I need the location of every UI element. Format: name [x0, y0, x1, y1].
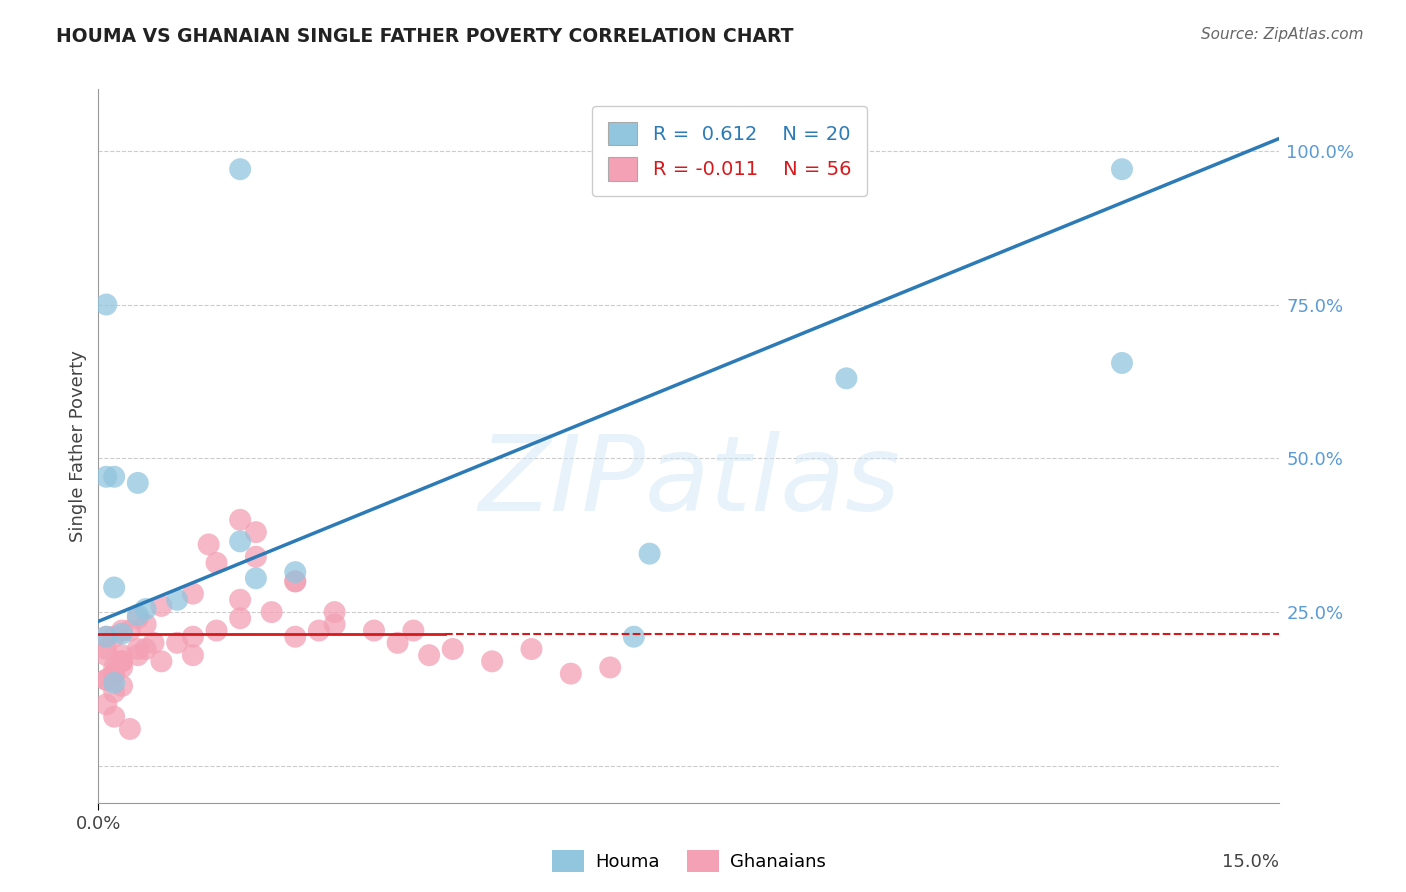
Point	[520, 642, 543, 657]
Point	[96, 673, 118, 687]
Point	[150, 599, 173, 613]
Point	[229, 534, 252, 549]
Point	[111, 679, 134, 693]
Point	[118, 722, 141, 736]
Point	[96, 630, 118, 644]
Point	[111, 660, 134, 674]
Point	[118, 624, 141, 638]
Point	[260, 605, 283, 619]
Point	[402, 624, 425, 638]
Point	[103, 685, 125, 699]
Point	[245, 571, 267, 585]
Point	[560, 666, 582, 681]
Point	[481, 654, 503, 668]
Point	[103, 666, 125, 681]
Point	[103, 676, 125, 690]
Point	[418, 648, 440, 662]
Point	[205, 624, 228, 638]
Point	[127, 611, 149, 625]
Point	[835, 371, 858, 385]
Point	[623, 630, 645, 644]
Point	[127, 608, 149, 623]
Point	[205, 556, 228, 570]
Y-axis label: Single Father Poverty: Single Father Poverty	[69, 350, 87, 542]
Point	[229, 162, 252, 177]
Point	[284, 574, 307, 589]
Legend: Houma, Ghanaians: Houma, Ghanaians	[544, 843, 834, 880]
Point	[181, 648, 204, 662]
Point	[127, 475, 149, 490]
Point	[284, 574, 307, 589]
Point	[103, 581, 125, 595]
Point	[245, 549, 267, 564]
Text: Source: ZipAtlas.com: Source: ZipAtlas.com	[1201, 27, 1364, 42]
Point	[229, 611, 252, 625]
Point	[323, 605, 346, 619]
Point	[166, 636, 188, 650]
Point	[103, 660, 125, 674]
Point	[229, 513, 252, 527]
Point	[284, 630, 307, 644]
Point	[166, 592, 188, 607]
Point	[96, 630, 118, 644]
Point	[441, 642, 464, 657]
Point	[127, 642, 149, 657]
Point	[308, 624, 330, 638]
Text: ZIPatlas: ZIPatlas	[478, 431, 900, 533]
Text: 15.0%: 15.0%	[1222, 853, 1279, 871]
Text: HOUMA VS GHANAIAN SINGLE FATHER POVERTY CORRELATION CHART: HOUMA VS GHANAIAN SINGLE FATHER POVERTY …	[56, 27, 794, 45]
Point	[284, 565, 307, 579]
Point	[181, 630, 204, 644]
Point	[323, 617, 346, 632]
Point	[96, 469, 118, 483]
Point	[103, 666, 125, 681]
Point	[96, 642, 118, 657]
Point	[111, 654, 134, 668]
Point	[1111, 162, 1133, 177]
Point	[229, 592, 252, 607]
Point	[111, 626, 134, 640]
Point	[103, 709, 125, 723]
Point	[150, 654, 173, 668]
Point	[96, 698, 118, 712]
Point	[135, 602, 157, 616]
Point	[96, 648, 118, 662]
Point	[111, 624, 134, 638]
Point	[135, 642, 157, 657]
Point	[197, 537, 219, 551]
Point	[363, 624, 385, 638]
Point	[245, 525, 267, 540]
Point	[142, 636, 165, 650]
Point	[111, 648, 134, 662]
Point	[111, 654, 134, 668]
Point	[638, 547, 661, 561]
Point	[181, 587, 204, 601]
Point	[96, 297, 118, 311]
Point	[103, 630, 125, 644]
Point	[599, 660, 621, 674]
Point	[96, 673, 118, 687]
Point	[103, 469, 125, 483]
Point	[135, 617, 157, 632]
Point	[127, 648, 149, 662]
Point	[1111, 356, 1133, 370]
Point	[387, 636, 409, 650]
